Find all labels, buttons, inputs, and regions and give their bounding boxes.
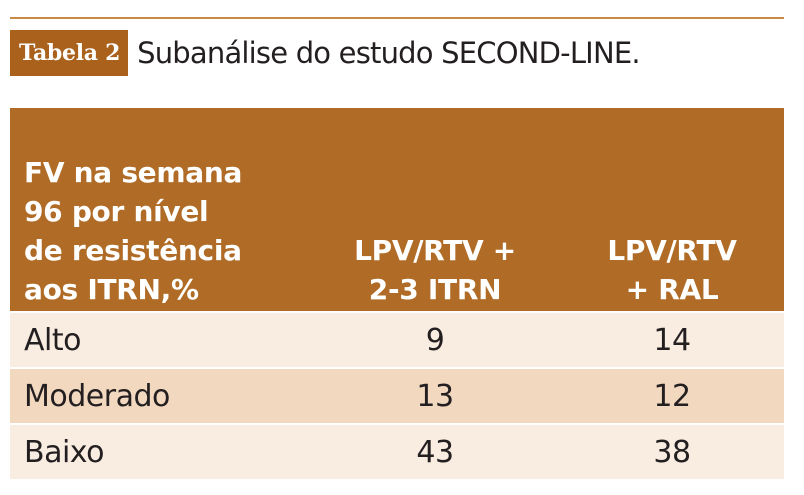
table-row: Baixo 43 38 bbox=[10, 423, 784, 479]
row-label: Baixo bbox=[10, 423, 310, 479]
cell-lpv-rtv-itrn: 13 bbox=[310, 367, 560, 424]
cell-lpv-rtv-ral: 14 bbox=[560, 311, 784, 368]
cell-lpv-rtv-ral: 38 bbox=[560, 423, 784, 479]
header-line: aos ITRN,% bbox=[24, 273, 199, 306]
header-lpv-rtv-ral: LPV/RTV + RAL bbox=[560, 108, 784, 312]
header-line: de resistência bbox=[24, 234, 242, 267]
cell-lpv-rtv-ral: 12 bbox=[560, 367, 784, 424]
row-label: Alto bbox=[10, 311, 310, 368]
header-line: + RAL bbox=[625, 273, 719, 306]
header-resistance-level: FV na semana 96 por nível de resistência… bbox=[10, 108, 310, 312]
cell-lpv-rtv-itrn: 43 bbox=[310, 423, 560, 479]
table-caption: Subanálise do estudo SECOND-LINE. bbox=[137, 36, 640, 70]
header-line: 2-3 ITRN bbox=[368, 273, 502, 306]
row-label: Moderado bbox=[10, 367, 310, 424]
data-table: FV na semana 96 por nível de resistência… bbox=[10, 108, 784, 479]
header-line: LPV/RTV + bbox=[354, 234, 516, 267]
cell-lpv-rtv-itrn: 9 bbox=[310, 311, 560, 368]
header-line: 96 por nível bbox=[24, 195, 209, 228]
table-number-badge: Tabela 2 bbox=[10, 30, 129, 76]
table-title: Tabela 2 Subanálise do estudo SECOND-LIN… bbox=[10, 30, 641, 76]
table-row: Alto 9 14 bbox=[10, 311, 784, 368]
header-line: LPV/RTV bbox=[607, 234, 737, 267]
header-row: FV na semana 96 por nível de resistência… bbox=[10, 108, 784, 312]
top-rule bbox=[10, 17, 784, 19]
table-row: Moderado 13 12 bbox=[10, 367, 784, 424]
header-line: FV na semana bbox=[24, 156, 243, 189]
header-lpv-rtv-itrn: LPV/RTV + 2-3 ITRN bbox=[310, 108, 560, 312]
